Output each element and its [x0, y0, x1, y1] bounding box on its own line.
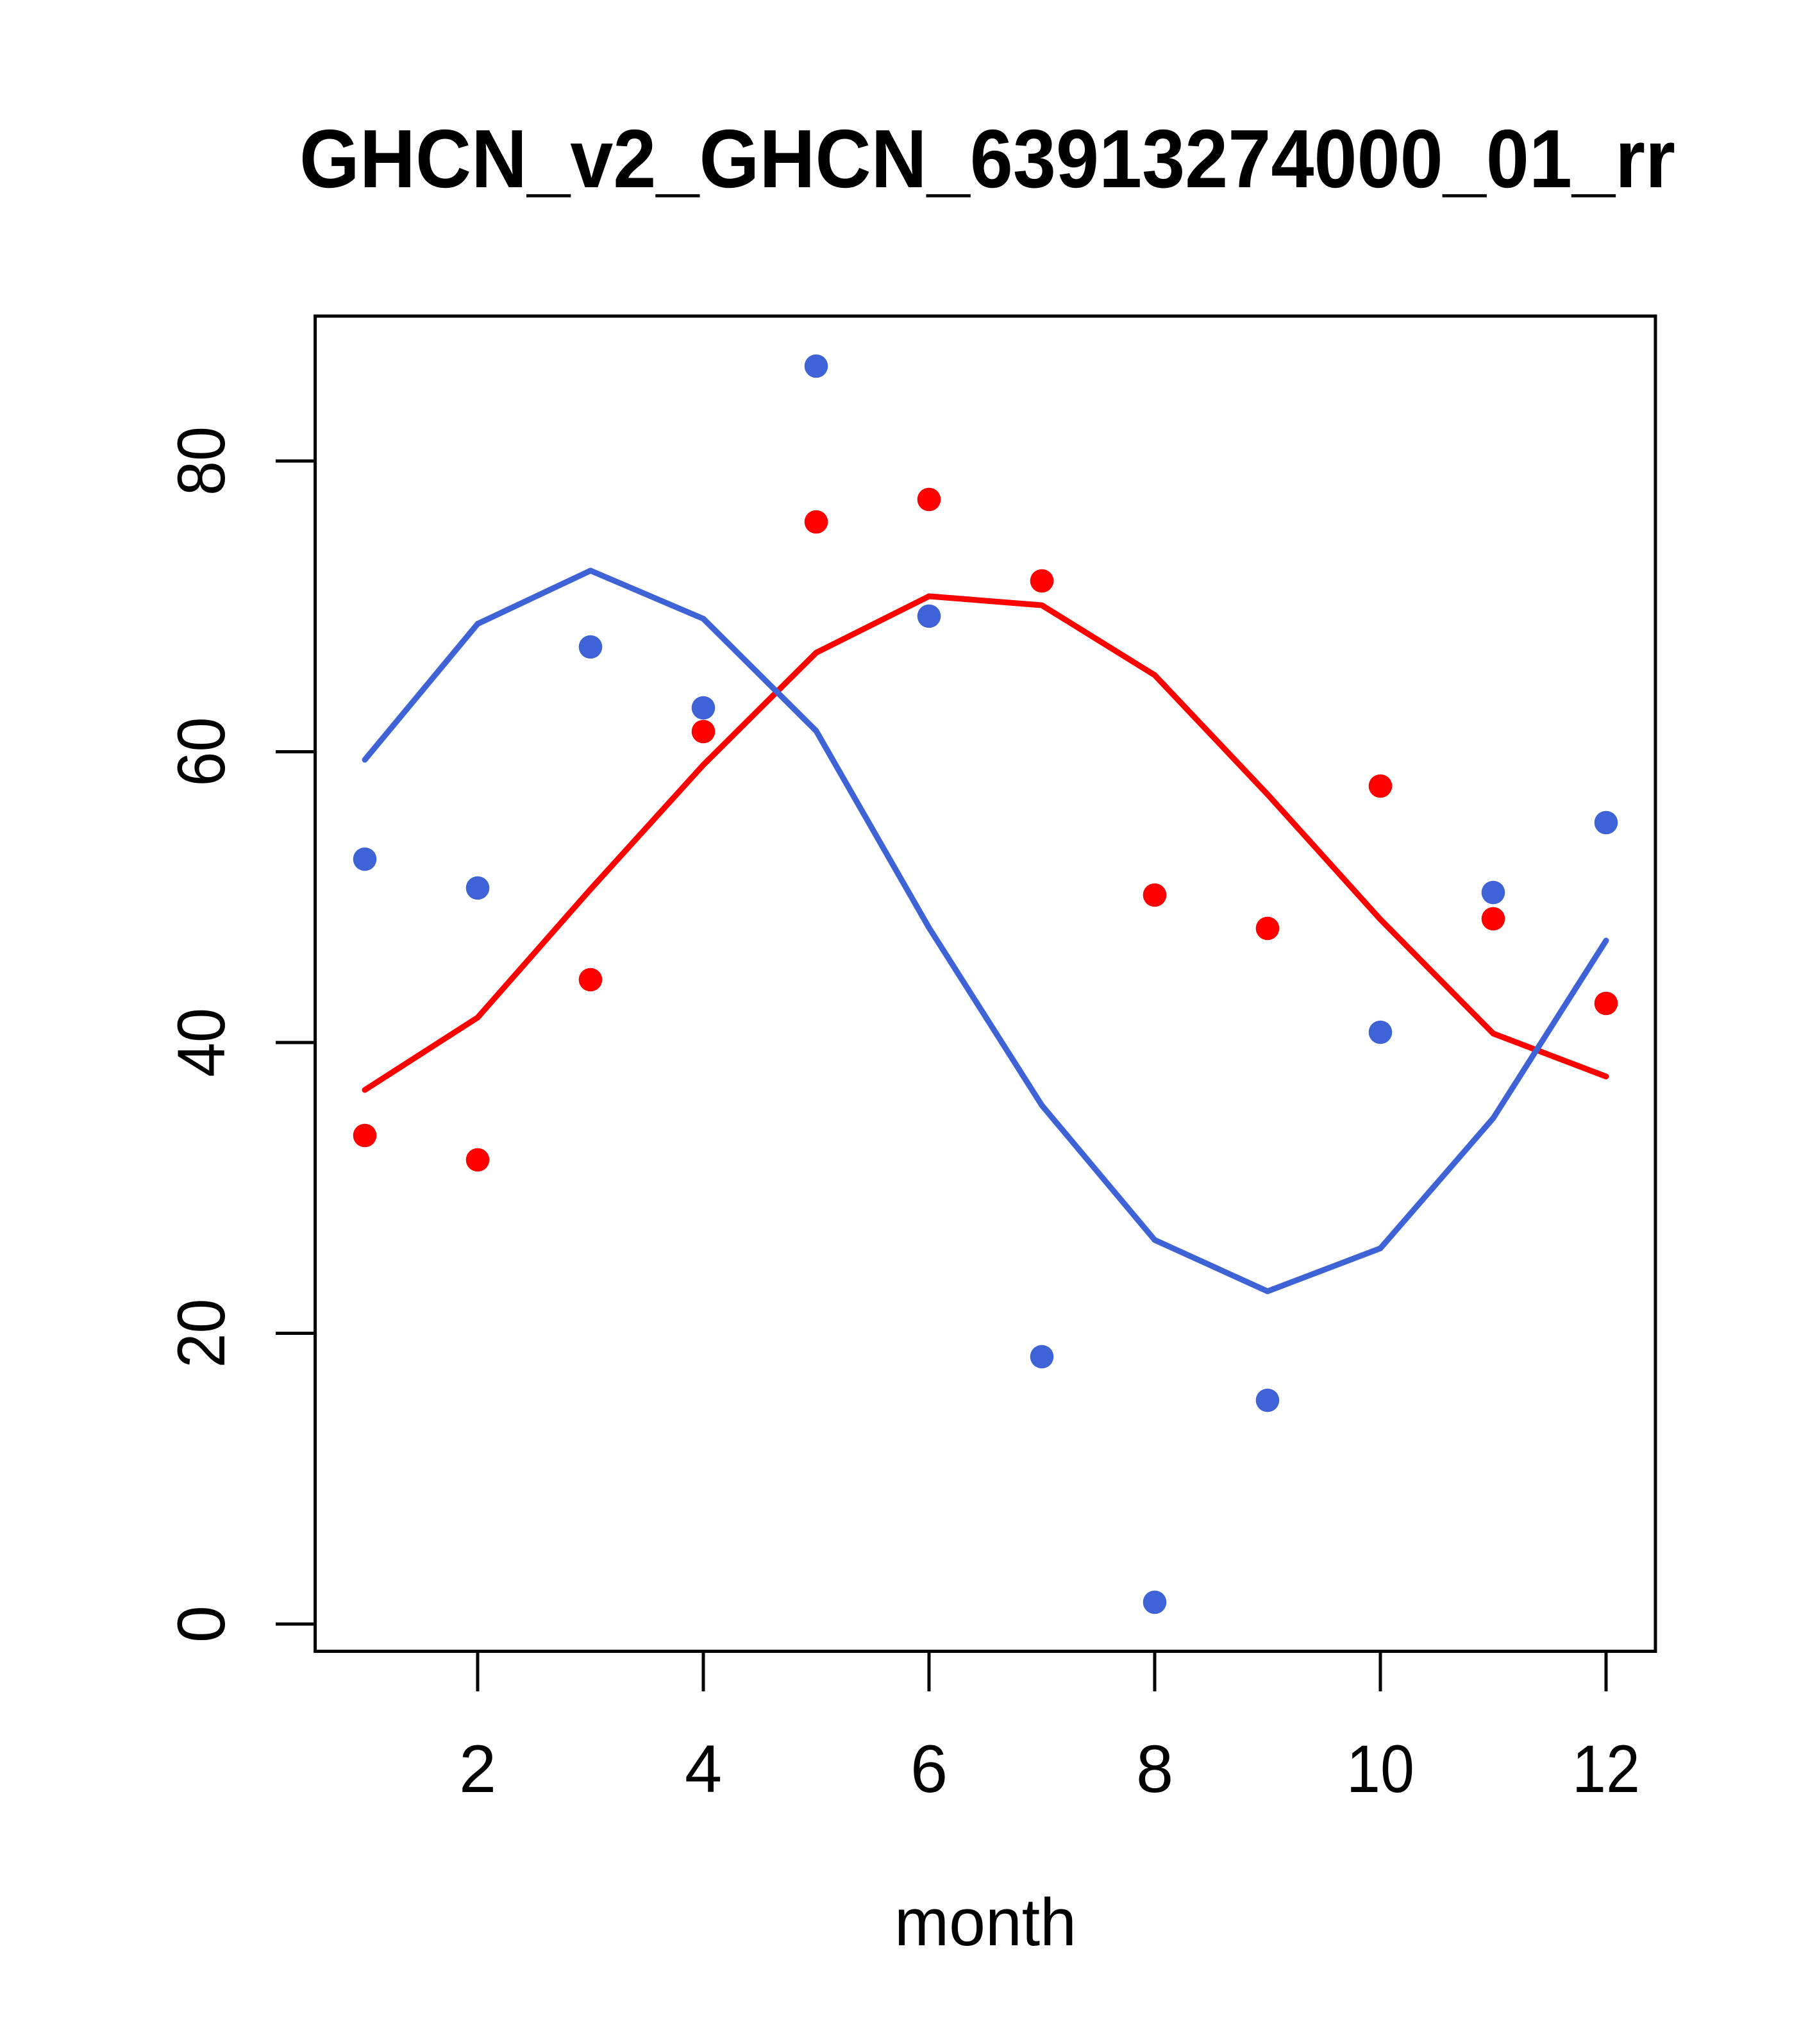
svg-text:GHCN_v2_GHCN_63913274000_01_rr: GHCN_v2_GHCN_63913274000_01_rr	[299, 113, 1675, 205]
svg-text:60: 60	[164, 717, 239, 787]
svg-text:month: month	[894, 1885, 1076, 1960]
svg-text:10: 10	[1346, 1732, 1414, 1807]
svg-text:0: 0	[164, 1605, 239, 1643]
svg-text:80: 80	[164, 426, 239, 496]
svg-text:12: 12	[1572, 1732, 1640, 1807]
svg-text:40: 40	[164, 1008, 239, 1077]
svg-text:20: 20	[164, 1299, 239, 1368]
svg-text:4: 4	[685, 1732, 722, 1807]
svg-text:8: 8	[1136, 1732, 1173, 1807]
svg-text:2: 2	[459, 1732, 496, 1807]
svg-text:6: 6	[910, 1732, 948, 1807]
